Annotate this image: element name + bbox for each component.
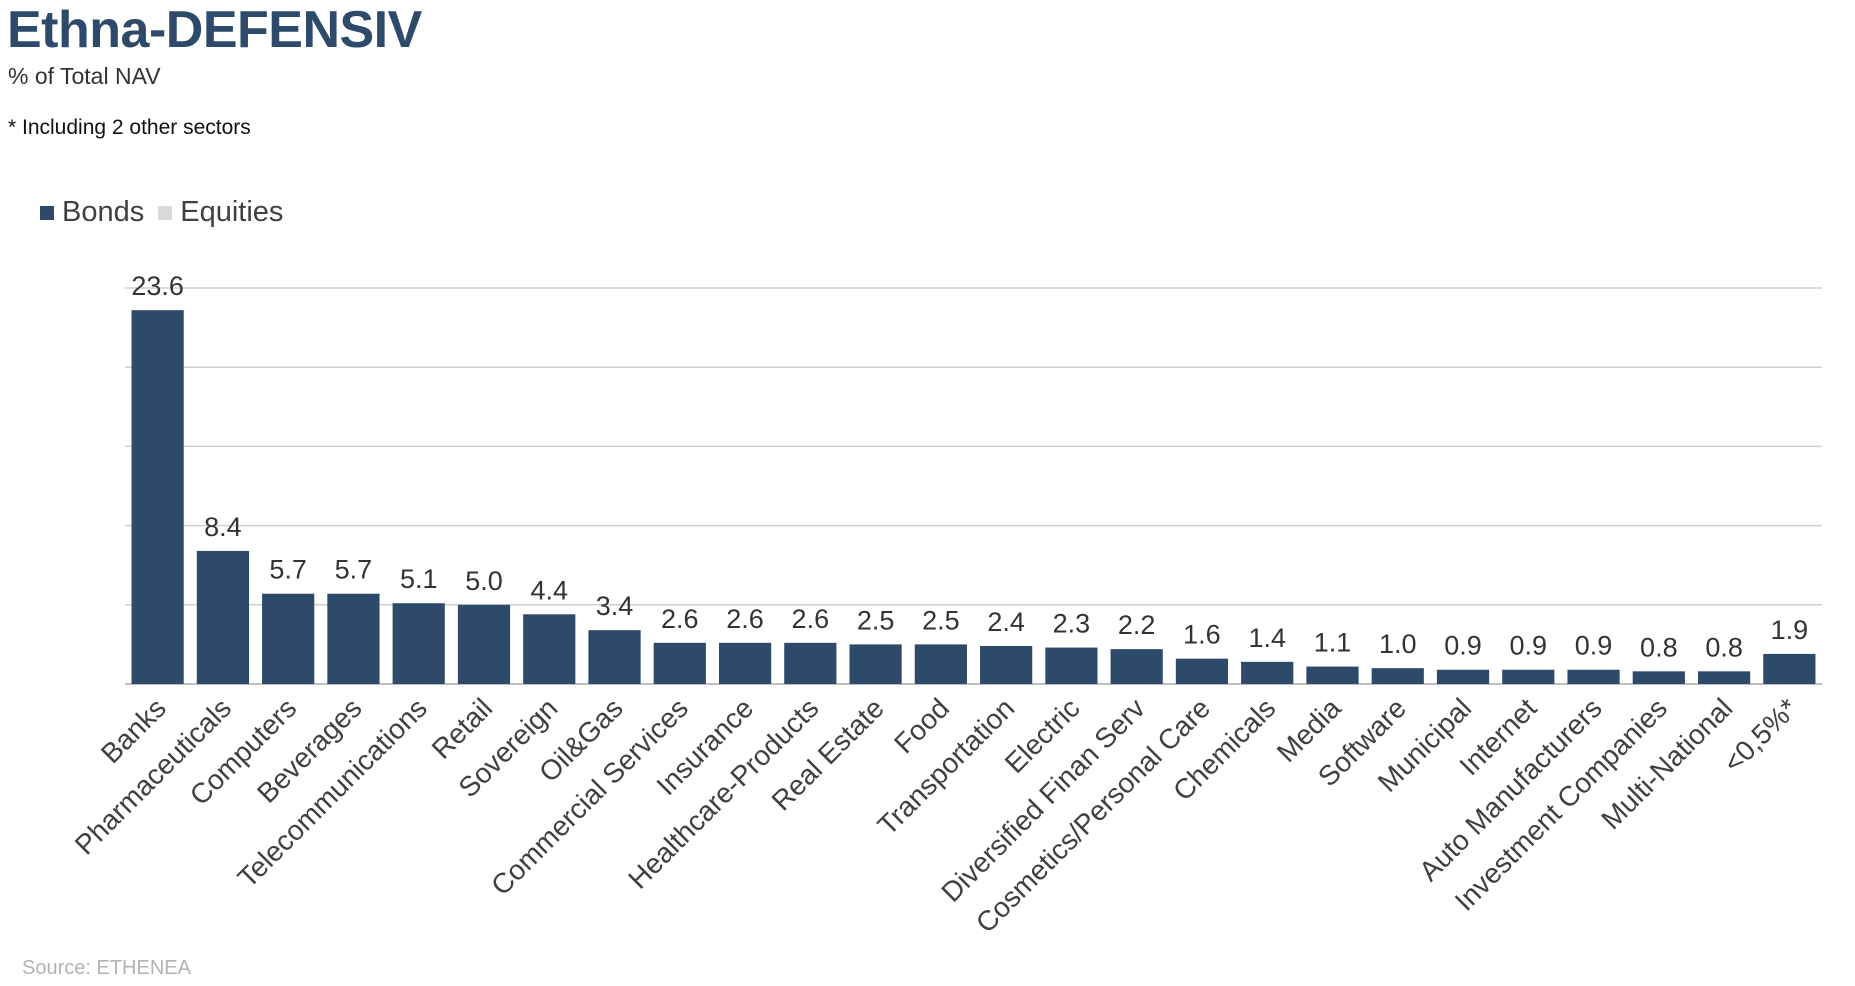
bar	[1306, 666, 1359, 684]
data-label: 1.4	[1248, 623, 1286, 653]
data-label: 5.1	[400, 564, 438, 594]
bar	[1241, 661, 1294, 684]
data-label: 5.0	[465, 566, 503, 596]
bar	[1110, 649, 1163, 684]
bar	[1632, 671, 1685, 684]
chart-note: * Including 2 other sectors	[8, 116, 251, 139]
bar	[1045, 647, 1098, 684]
data-label: 23.6	[131, 271, 184, 301]
data-label: 2.6	[726, 604, 764, 634]
source-note: Source: ETHENEA	[22, 957, 191, 979]
bar	[523, 614, 576, 684]
legend-item-equities: Equities	[158, 196, 283, 229]
data-label: 2.4	[987, 607, 1025, 637]
bar	[457, 604, 511, 684]
bar	[131, 310, 184, 684]
bar	[849, 644, 902, 684]
data-label: 0.8	[1705, 632, 1743, 662]
data-label: 1.6	[1183, 620, 1221, 650]
chart-subtitle: % of Total NAV	[8, 63, 161, 89]
bar	[262, 593, 315, 684]
data-label: 0.8	[1640, 632, 1678, 662]
bar	[1371, 668, 1424, 684]
data-label: 1.1	[1314, 628, 1352, 658]
data-label: 0.9	[1510, 631, 1548, 661]
bar	[1175, 658, 1229, 684]
legend-item-bonds: Bonds	[40, 196, 144, 229]
chart-title: Ethna-DEFENSIV	[7, 1, 422, 59]
data-label: 2.6	[792, 604, 830, 634]
bar	[196, 550, 250, 684]
bar	[653, 642, 706, 684]
data-label: 0.9	[1444, 631, 1482, 661]
data-label: 2.5	[922, 605, 960, 635]
bar	[784, 642, 837, 684]
bar	[1567, 669, 1620, 684]
bar	[588, 630, 641, 684]
data-label: 2.5	[857, 605, 895, 635]
data-label: 2.3	[1053, 609, 1091, 639]
data-label: 5.7	[269, 555, 307, 585]
bar	[1697, 671, 1751, 684]
data-label: 1.0	[1379, 629, 1417, 659]
bar	[718, 642, 772, 684]
chart-legend: Bonds Equities	[40, 196, 297, 229]
bar	[392, 603, 445, 684]
bar	[914, 644, 967, 684]
data-label: 2.6	[661, 604, 699, 634]
legend-label-equities: Equities	[180, 196, 284, 228]
data-label: 1.9	[1771, 615, 1809, 645]
data-label: 4.4	[530, 575, 568, 605]
data-label: 8.4	[204, 512, 242, 542]
category-label: <0,5%*	[1717, 692, 1803, 778]
data-label: 3.4	[596, 591, 634, 621]
bar	[327, 593, 380, 684]
bar	[980, 645, 1033, 684]
data-label: 2.2	[1118, 610, 1156, 640]
bar	[1502, 669, 1555, 684]
data-label: 5.7	[335, 555, 373, 585]
bar	[1763, 653, 1816, 684]
legend-swatch-equities	[158, 205, 173, 220]
bar	[1436, 669, 1490, 684]
legend-label-bonds: Bonds	[62, 196, 145, 228]
data-label: 0.9	[1575, 631, 1613, 661]
legend-swatch-bonds	[40, 205, 54, 220]
